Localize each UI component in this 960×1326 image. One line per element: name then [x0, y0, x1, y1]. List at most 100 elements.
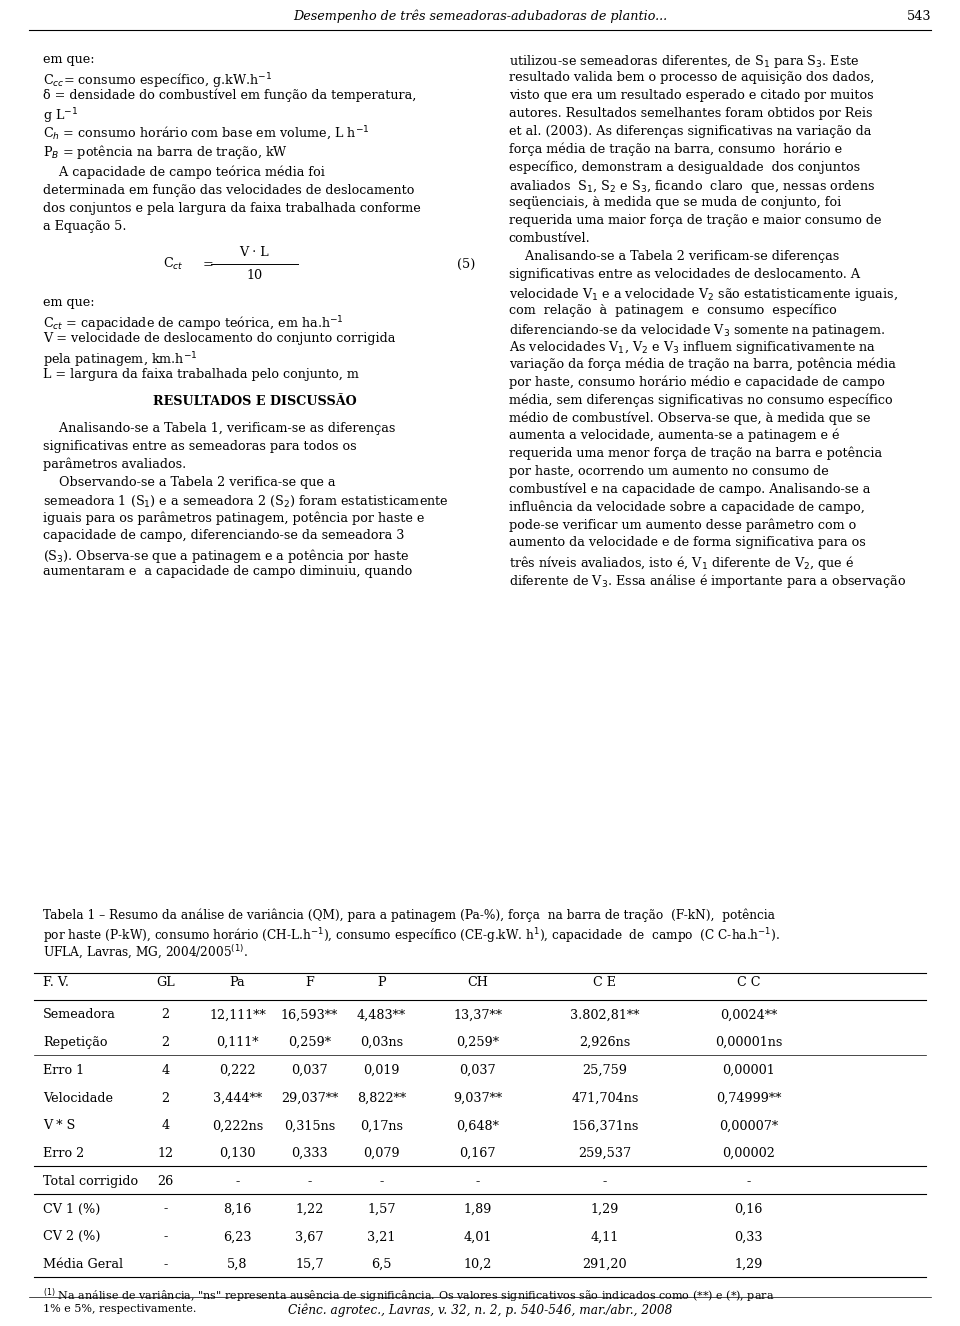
Text: 3,444**: 3,444** — [213, 1091, 262, 1105]
Text: 0,259*: 0,259* — [456, 1036, 499, 1049]
Text: C$_{cc}$= consumo específico, g.kW.h$^{-1}$: C$_{cc}$= consumo específico, g.kW.h$^{-… — [43, 70, 273, 90]
Text: Total corrigido: Total corrigido — [43, 1175, 138, 1188]
Text: iguais para os parâmetros patinagem, potência por haste e: iguais para os parâmetros patinagem, pot… — [43, 512, 424, 525]
Text: F. V.: F. V. — [43, 976, 69, 989]
Text: Semeadora: Semeadora — [43, 1008, 116, 1021]
Text: 471,704ns: 471,704ns — [571, 1091, 638, 1105]
Text: $^{(1)}$ Na análise de variância, "ns" representa ausência de significância. Os : $^{(1)}$ Na análise de variância, "ns" r… — [43, 1286, 775, 1305]
Text: 2,926ns: 2,926ns — [579, 1036, 631, 1049]
Text: C E: C E — [593, 976, 616, 989]
Text: 2: 2 — [161, 1036, 170, 1049]
Text: V · L: V · L — [240, 247, 269, 259]
Text: determinada em função das velocidades de deslocamento: determinada em função das velocidades de… — [43, 184, 415, 196]
Text: 10: 10 — [247, 269, 262, 282]
Text: 12,111**: 12,111** — [209, 1008, 266, 1021]
Text: 1% e 5%, respectivamente.: 1% e 5%, respectivamente. — [43, 1303, 197, 1314]
Text: 0,111*: 0,111* — [216, 1036, 259, 1049]
Text: 9,037**: 9,037** — [453, 1091, 502, 1105]
Text: força média de tração na barra, consumo  horário e: força média de tração na barra, consumo … — [509, 142, 842, 156]
Text: 156,371ns: 156,371ns — [571, 1119, 638, 1132]
Text: Analisando-se a Tabela 2 verificam-se diferenças: Analisando-se a Tabela 2 verificam-se di… — [509, 249, 839, 263]
Text: 0,167: 0,167 — [459, 1147, 496, 1160]
Text: 4,11: 4,11 — [590, 1231, 619, 1244]
Text: 0,648*: 0,648* — [456, 1119, 499, 1132]
Text: Repetição: Repetição — [43, 1036, 108, 1049]
Text: UFLA, Lavras, MG, 2004/2005$^{(1)}$.: UFLA, Lavras, MG, 2004/2005$^{(1)}$. — [43, 944, 249, 961]
Text: 0,74999**: 0,74999** — [716, 1091, 781, 1105]
Text: 13,37**: 13,37** — [453, 1008, 502, 1021]
Text: δ = densidade do combustível em função da temperatura,: δ = densidade do combustível em função d… — [43, 89, 417, 102]
Text: específico, demonstram a desigualdade  dos conjuntos: específico, demonstram a desigualdade do… — [509, 160, 860, 174]
Text: et al. (2003). As diferenças significativas na variação da: et al. (2003). As diferenças significati… — [509, 125, 871, 138]
Text: Erro 2: Erro 2 — [43, 1147, 84, 1160]
Text: dos conjuntos e pela largura da faixa trabalhada conforme: dos conjuntos e pela largura da faixa tr… — [43, 202, 420, 215]
Text: 0,019: 0,019 — [363, 1063, 400, 1077]
Text: -: - — [163, 1258, 168, 1272]
Text: 3.802,81**: 3.802,81** — [570, 1008, 639, 1021]
Text: =: = — [203, 257, 214, 271]
Text: g L$^{-1}$: g L$^{-1}$ — [43, 106, 79, 126]
Text: por haste, consumo horário médio e capacidade de campo: por haste, consumo horário médio e capac… — [509, 375, 885, 389]
Text: Ciênc. agrotec., Lavras, v. 32, n. 2, p. 540-546, mar./abr., 2008: Ciênc. agrotec., Lavras, v. 32, n. 2, p.… — [288, 1303, 672, 1317]
Text: aumenta a velocidade, aumenta-se a patinagem e é: aumenta a velocidade, aumenta-se a patin… — [509, 428, 839, 443]
Text: significativas entre as semeadoras para todos os: significativas entre as semeadoras para … — [43, 440, 357, 452]
Text: -: - — [163, 1203, 168, 1216]
Text: A capacidade de campo teórica média foi: A capacidade de campo teórica média foi — [43, 166, 325, 179]
Text: 1,29: 1,29 — [590, 1203, 619, 1216]
Text: 3,21: 3,21 — [368, 1231, 396, 1244]
Text: 543: 543 — [906, 9, 931, 23]
Text: combustível e na capacidade de campo. Analisando-se a: combustível e na capacidade de campo. An… — [509, 483, 870, 496]
Text: 0,00007*: 0,00007* — [719, 1119, 779, 1132]
Text: Velocidade: Velocidade — [43, 1091, 113, 1105]
Text: -: - — [747, 1175, 751, 1188]
Text: -: - — [163, 1231, 168, 1244]
Text: GL: GL — [156, 976, 175, 989]
Text: 0,0024**: 0,0024** — [720, 1008, 778, 1021]
Text: F: F — [305, 976, 314, 989]
Text: 29,037**: 29,037** — [281, 1091, 338, 1105]
Text: Tabela 1 – Resumo da análise de variância (QM), para a patinagem (Pa-%), força  : Tabela 1 – Resumo da análise de variânci… — [43, 908, 776, 922]
Text: CH: CH — [468, 976, 488, 989]
Text: -: - — [379, 1175, 384, 1188]
Text: -: - — [475, 1175, 480, 1188]
Text: 16,593**: 16,593** — [281, 1008, 338, 1021]
Text: influência da velocidade sobre a capacidade de campo,: influência da velocidade sobre a capacid… — [509, 500, 865, 514]
Text: requerida uma maior força de tração e maior consumo de: requerida uma maior força de tração e ma… — [509, 213, 881, 227]
Text: a Equação 5.: a Equação 5. — [43, 220, 127, 232]
Text: 0,00001ns: 0,00001ns — [715, 1036, 782, 1049]
Text: três níveis avaliados, isto é, V$_1$ diferente de V$_2$, que é: três níveis avaliados, isto é, V$_1$ dif… — [509, 554, 854, 573]
Text: Erro 1: Erro 1 — [43, 1063, 84, 1077]
Text: seqüenciais, à medida que se muda de conjunto, foi: seqüenciais, à medida que se muda de con… — [509, 196, 841, 210]
Text: 2: 2 — [161, 1091, 170, 1105]
Text: diferente de V$_3$. Essa análise é importante para a observação: diferente de V$_3$. Essa análise é impor… — [509, 572, 906, 590]
Text: 5,8: 5,8 — [228, 1258, 248, 1272]
Text: V = velocidade de deslocamento do conjunto corrigida: V = velocidade de deslocamento do conjun… — [43, 333, 396, 345]
Text: 0,259*: 0,259* — [288, 1036, 331, 1049]
Text: 10,2: 10,2 — [464, 1258, 492, 1272]
Text: 0,315ns: 0,315ns — [284, 1119, 335, 1132]
Text: em que:: em que: — [43, 297, 95, 309]
Text: em que:: em que: — [43, 53, 95, 66]
Text: 0,333: 0,333 — [291, 1147, 328, 1160]
Text: 26: 26 — [157, 1175, 174, 1188]
Text: 4,483**: 4,483** — [357, 1008, 406, 1021]
Text: pode-se verificar um aumento desse parâmetro com o: pode-se verificar um aumento desse parâm… — [509, 518, 856, 532]
Text: com  relação  à  patinagem  e  consumo  específico: com relação à patinagem e consumo especí… — [509, 304, 836, 317]
Text: 1,22: 1,22 — [296, 1203, 324, 1216]
Text: 0,222: 0,222 — [219, 1063, 256, 1077]
Text: (5): (5) — [457, 257, 475, 271]
Text: pela patinagem, km.h$^{-1}$: pela patinagem, km.h$^{-1}$ — [43, 350, 198, 370]
Text: 0,037: 0,037 — [291, 1063, 328, 1077]
Text: CV 2 (%): CV 2 (%) — [43, 1231, 101, 1244]
Text: 0,222ns: 0,222ns — [212, 1119, 263, 1132]
Text: 8,822**: 8,822** — [357, 1091, 406, 1105]
Text: V * S: V * S — [43, 1119, 76, 1132]
Text: utilizou-se semeadoras diferentes, de S$_1$ para S$_3$. Este: utilizou-se semeadoras diferentes, de S$… — [509, 53, 859, 70]
Text: 0,130: 0,130 — [219, 1147, 256, 1160]
Text: C$_h$ = consumo horário com base em volume, L h$^{-1}$: C$_h$ = consumo horário com base em volu… — [43, 125, 370, 143]
Text: 0,16: 0,16 — [734, 1203, 763, 1216]
Text: RESULTADOS E DISCUSSÃO: RESULTADOS E DISCUSSÃO — [153, 395, 356, 408]
Text: 4,01: 4,01 — [464, 1231, 492, 1244]
Text: autores. Resultados semelhantes foram obtidos por Reis: autores. Resultados semelhantes foram ob… — [509, 106, 873, 119]
Text: combustível.: combustível. — [509, 232, 590, 245]
